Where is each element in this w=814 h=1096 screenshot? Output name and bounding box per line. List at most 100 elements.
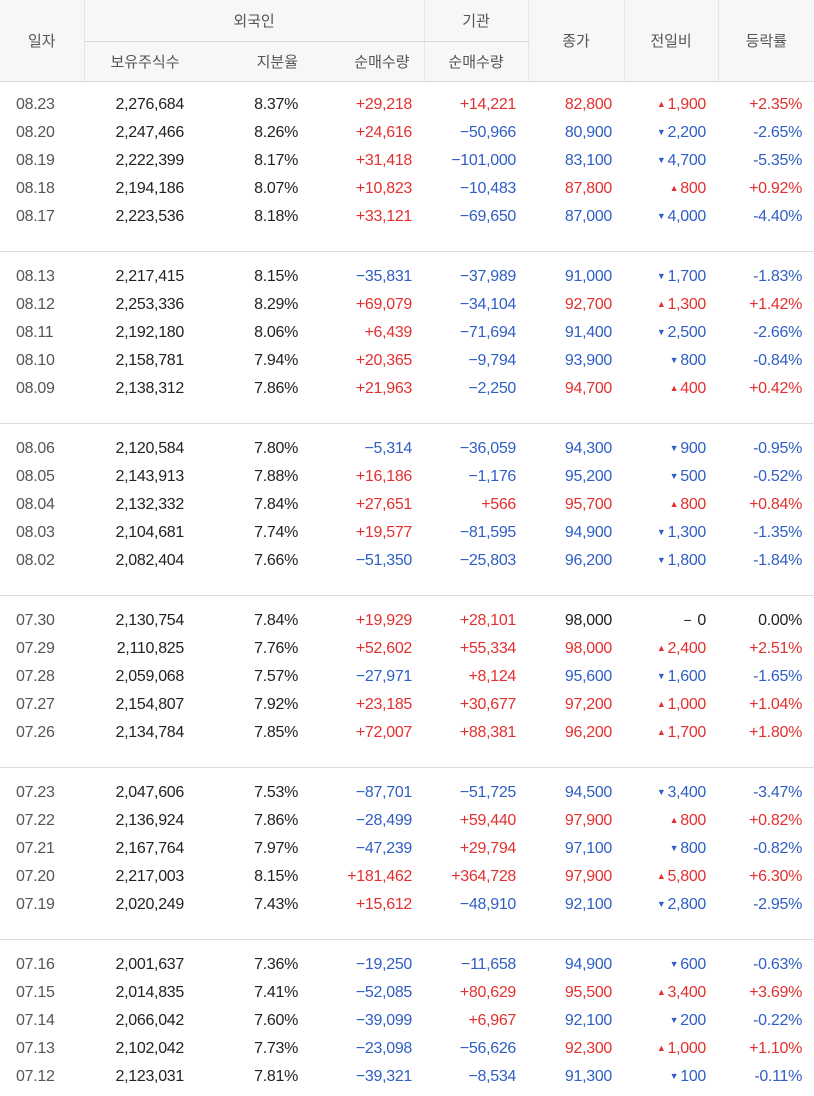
change-value: 2,400 <box>667 640 707 657</box>
table-row: 07.15 2,014,835 7.41% −52,085 +80,629 95,500 ▲… <box>0 979 814 1007</box>
share-ratio-cell: 7.57% <box>254 668 298 685</box>
date-cell: 07.14 <box>16 1012 55 1029</box>
down-triangle-icon: ▼ <box>656 787 666 797</box>
share-ratio-cell: 7.76% <box>254 640 298 657</box>
date-cell: 07.21 <box>16 840 55 857</box>
rate-cell: -0.84% <box>753 352 803 369</box>
down-triangle-icon: ▼ <box>656 155 666 165</box>
rate-cell: +3.69% <box>749 984 803 1001</box>
down-triangle-icon: ▼ <box>656 127 666 137</box>
rate-cell: -2.95% <box>753 896 803 913</box>
institution-net-cell: −51,725 <box>459 784 517 801</box>
table-row: 07.30 2,130,754 7.84% +19,929 +28,101 98,000−… <box>0 607 814 635</box>
table-row: 08.06 2,120,584 7.80% −5,314 −36,059 94,300 ▼ 9… <box>0 435 814 463</box>
foreign-net-cell: +24,616 <box>355 124 413 141</box>
row-spacer <box>0 231 814 252</box>
foreign-net-cell: +27,651 <box>355 496 413 513</box>
change-value: 1,300 <box>667 296 707 313</box>
close-price-cell: 94,900 <box>564 956 613 973</box>
institution-net-cell: −37,989 <box>459 268 517 285</box>
close-price-cell: 97,900 <box>564 868 613 885</box>
rate-cell: +2.51% <box>749 640 803 657</box>
change-cell: ▲ 400 <box>624 375 718 403</box>
holdings-cell: 2,082,404 <box>115 552 185 569</box>
close-price-cell: 98,000 <box>564 640 613 657</box>
close-price-cell: 95,600 <box>564 668 613 685</box>
date-cell: 08.10 <box>16 352 55 369</box>
change-cell: ▲ 1,300 <box>624 291 718 319</box>
table-row: 08.19 2,222,399 8.17% +31,418 −101,000 83,100… <box>0 147 814 175</box>
institution-net-cell: −50,966 <box>459 124 517 141</box>
up-triangle-icon: ▲ <box>656 699 666 709</box>
institution-net-cell: −25,803 <box>459 552 517 569</box>
share-ratio-cell: 7.60% <box>254 1012 298 1029</box>
change-value: 200 <box>680 1012 707 1029</box>
close-price-cell: 96,200 <box>564 552 613 569</box>
institution-net-cell: −36,059 <box>459 440 517 457</box>
change-cell: ▲ 3,400 <box>624 979 718 1007</box>
institution-net-cell: −48,910 <box>459 896 517 913</box>
change-cell: ▼ 2,500 <box>624 319 718 347</box>
foreign-net-cell: −52,085 <box>355 984 413 1001</box>
share-ratio-cell: 7.36% <box>254 956 298 973</box>
table-row: 08.13 2,217,415 8.15% −35,831 −37,989 91,000 ▼… <box>0 263 814 291</box>
close-price-cell: 98,000 <box>564 612 613 629</box>
date-cell: 08.03 <box>16 524 55 541</box>
table-row: 08.10 2,158,781 7.94% +20,365 −9,794 93,900 ▼ 8… <box>0 347 814 375</box>
change-cell: ▲ 1,000 <box>624 691 718 719</box>
change-cell: ▼ 2,200 <box>624 119 718 147</box>
rate-cell: +1.10% <box>749 1040 803 1057</box>
share-ratio-cell: 8.15% <box>254 268 298 285</box>
table-header: 일자 외국인 기관 종가 전일비 등락률 보유주식수 지분율 순매수량 순매수량 <box>0 0 814 82</box>
table-row: 08.11 2,192,180 8.06% +6,439 −71,694 91,400 ▼ 2… <box>0 319 814 347</box>
change-cell: ▼ 2,800 <box>624 891 718 919</box>
table-row: 07.29 2,110,825 7.76% +52,602 +55,334 98,000 ▲… <box>0 635 814 663</box>
rate-cell: -1.84% <box>753 552 803 569</box>
date-cell: 08.06 <box>16 440 55 457</box>
foreign-net-cell: +29,218 <box>355 96 413 113</box>
rate-cell: 0.00% <box>758 612 803 629</box>
holdings-cell: 2,222,399 <box>115 152 185 169</box>
share-ratio-cell: 7.80% <box>254 440 298 457</box>
change-cell: ▲ 800 <box>624 807 718 835</box>
share-ratio-cell: 7.84% <box>254 496 298 513</box>
foreign-net-cell: +69,079 <box>355 296 413 313</box>
holdings-cell: 2,217,003 <box>115 868 185 885</box>
change-value: 4,700 <box>667 152 707 169</box>
foreign-net-cell: −47,239 <box>355 840 413 857</box>
change-value: 800 <box>680 180 707 197</box>
close-price-cell: 95,200 <box>564 468 613 485</box>
rate-cell: -1.65% <box>753 668 803 685</box>
change-cell: ▼ 500 <box>624 463 718 491</box>
holdings-cell: 2,247,466 <box>115 124 185 141</box>
down-triangle-icon: ▼ <box>656 271 666 281</box>
row-spacer <box>0 251 814 263</box>
holdings-cell: 2,143,913 <box>115 468 185 485</box>
change-cell: ▲ 1,000 <box>624 1035 718 1063</box>
share-ratio-cell: 8.15% <box>254 868 298 885</box>
change-value: 1,800 <box>667 552 707 569</box>
rate-cell: +0.42% <box>749 380 803 397</box>
date-cell: 07.20 <box>16 868 55 885</box>
row-spacer-cell <box>0 919 814 940</box>
up-triangle-icon: ▲ <box>656 727 666 737</box>
date-cell: 08.04 <box>16 496 55 513</box>
institution-net-cell: +364,728 <box>451 868 517 885</box>
institution-net-cell: −10,483 <box>459 180 517 197</box>
foreign-net-cell: +15,612 <box>355 896 413 913</box>
foreign-net-cell: +19,577 <box>355 524 413 541</box>
up-triangle-icon: ▲ <box>669 383 679 393</box>
row-spacer-cell <box>0 81 814 91</box>
change-cell: ▼ 800 <box>624 347 718 375</box>
holdings-cell: 2,138,312 <box>115 380 185 397</box>
table-row: 07.27 2,154,807 7.92% +23,185 +30,677 97,200 ▲… <box>0 691 814 719</box>
foreign-net-cell: −23,098 <box>355 1040 413 1057</box>
foreign-net-cell: −39,099 <box>355 1012 413 1029</box>
row-spacer <box>0 747 814 768</box>
holdings-cell: 2,120,584 <box>115 440 185 457</box>
institution-net-cell: −34,104 <box>459 296 517 313</box>
close-price-cell: 97,100 <box>564 840 613 857</box>
change-value: 1,700 <box>667 724 707 741</box>
up-triangle-icon: ▲ <box>656 1043 666 1053</box>
holdings-cell: 2,154,807 <box>115 696 185 713</box>
